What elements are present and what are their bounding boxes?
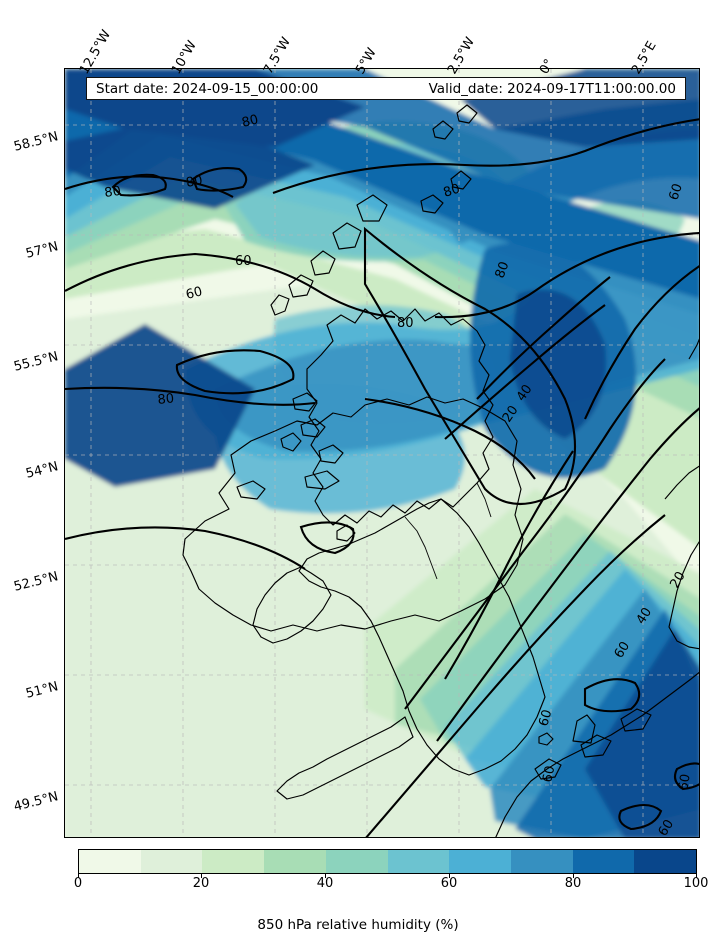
- svg-text:80: 80: [240, 112, 260, 131]
- svg-text:60: 60: [612, 639, 633, 661]
- svg-text:80: 80: [103, 184, 121, 201]
- ytick-4: 55.5°N: [12, 349, 60, 375]
- svg-text:60: 60: [667, 182, 686, 202]
- ytick-6: 58.5°N: [12, 129, 60, 155]
- svg-text:80: 80: [493, 260, 513, 281]
- svg-text:60: 60: [184, 284, 204, 303]
- colorbar-swatch-8: [572, 850, 635, 873]
- colorbar-swatch-4: [325, 850, 388, 873]
- ytick-1: 51°N: [24, 679, 60, 702]
- cbtick-3: 60: [440, 876, 458, 891]
- humidity-map: 80 80 80 80 80 80 80 60 60 60 40 20 20 4…: [65, 69, 699, 838]
- svg-text:60: 60: [676, 773, 694, 792]
- valid-date-label: Valid_date: 2024-09-17T11:00:00.00: [428, 80, 676, 97]
- svg-text:20: 20: [667, 569, 688, 591]
- svg-text:40: 40: [634, 605, 655, 627]
- colorbar-swatch-9: [634, 850, 697, 873]
- map-axes: 80 80 80 80 80 80 80 60 60 60 40 20 20 4…: [64, 68, 700, 838]
- svg-text:60: 60: [656, 817, 677, 838]
- svg-text:80: 80: [157, 391, 175, 408]
- ytick-5: 57°N: [24, 239, 60, 262]
- colorbar-swatch-1: [140, 850, 203, 873]
- cbtick-1: 20: [192, 876, 210, 891]
- start-date-label: Start date: 2024-09-15_00:00:00: [96, 80, 319, 97]
- ytick-3: 54°N: [24, 459, 60, 482]
- svg-text:80: 80: [442, 181, 462, 200]
- svg-text:60: 60: [536, 708, 555, 728]
- cbtick-2: 40: [316, 876, 334, 891]
- cbtick-4: 80: [564, 876, 582, 891]
- colorbar: [78, 849, 697, 874]
- colorbar-swatch-7: [510, 850, 573, 873]
- svg-text:80: 80: [185, 173, 204, 191]
- coastlines: [182, 104, 699, 837]
- colorbar-axis-label: 850 hPa relative humidity (%): [257, 917, 459, 933]
- ytick-2: 52.5°N: [12, 569, 60, 595]
- title-bar: Start date: 2024-09-15_00:00:00 Valid_da…: [86, 77, 686, 100]
- colorbar-swatch-3: [264, 850, 326, 873]
- contour-lines: [65, 118, 699, 837]
- colorbar-swatch-6: [449, 850, 511, 873]
- cbtick-0: 0: [73, 876, 83, 891]
- colorbar-swatch-0: [79, 850, 141, 873]
- svg-text:60: 60: [235, 254, 252, 269]
- borders: [404, 482, 492, 580]
- ytick-0: 49.5°N: [12, 789, 60, 815]
- cbtick-5: 100: [683, 876, 709, 891]
- colorbar-swatch-2: [202, 850, 265, 873]
- colorbar-swatch-5: [387, 850, 450, 873]
- humidity-fill-layer: [65, 69, 699, 837]
- map-gridlines: [65, 69, 699, 837]
